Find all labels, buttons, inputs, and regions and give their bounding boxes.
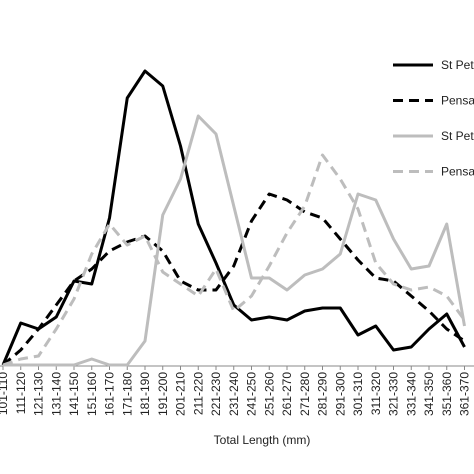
x-tick-label: 161-170 <box>103 372 117 416</box>
x-tick-label: 191-200 <box>156 372 170 416</box>
legend-label: St Pet <box>441 129 474 143</box>
x-tick-label: 261-270 <box>280 372 294 416</box>
x-tick-label: 311-320 <box>369 372 383 415</box>
series-line <box>1 69 466 366</box>
x-tick-label: 181-190 <box>138 372 152 416</box>
x-tick-label: 321-330 <box>387 372 401 416</box>
legend-label: Pensa <box>441 165 474 179</box>
x-tick-label: 361-370 <box>458 372 472 416</box>
series-line <box>3 114 466 367</box>
x-tick-label: 141-150 <box>67 372 81 416</box>
x-tick-label: 241-250 <box>245 372 259 416</box>
x-tick-label: 301-310 <box>351 372 365 416</box>
x-tick-label: 271-280 <box>298 372 312 416</box>
x-tick-label: 211-220 <box>191 372 205 415</box>
x-tick-label: 251-260 <box>262 372 276 416</box>
x-tick-label: 201-210 <box>174 372 188 416</box>
x-tick-label: 331-340 <box>404 372 418 416</box>
x-tick-label: 121-130 <box>32 372 46 416</box>
x-tick-label: 111-120 <box>14 372 28 415</box>
x-tick-label: 221-230 <box>209 372 223 416</box>
x-tick-label: 151-160 <box>85 372 99 416</box>
x-tick-label: 171-180 <box>120 372 134 416</box>
x-tick-label: 231-240 <box>227 372 241 416</box>
x-tick-label: 351-360 <box>440 372 454 416</box>
x-tick-label: 131-140 <box>49 372 63 416</box>
series-line <box>2 153 466 367</box>
legend-label: St Pet <box>441 58 474 72</box>
legend-label: Pensa <box>441 94 474 108</box>
x-tick-label: 291-300 <box>333 372 347 416</box>
x-tick-label: 281-290 <box>316 372 330 416</box>
x-tick-label: 101-110 <box>0 372 10 415</box>
series-line <box>2 192 466 367</box>
x-axis-label: Total Length (mm) <box>214 433 311 447</box>
x-tick-label: 341-350 <box>422 372 436 416</box>
